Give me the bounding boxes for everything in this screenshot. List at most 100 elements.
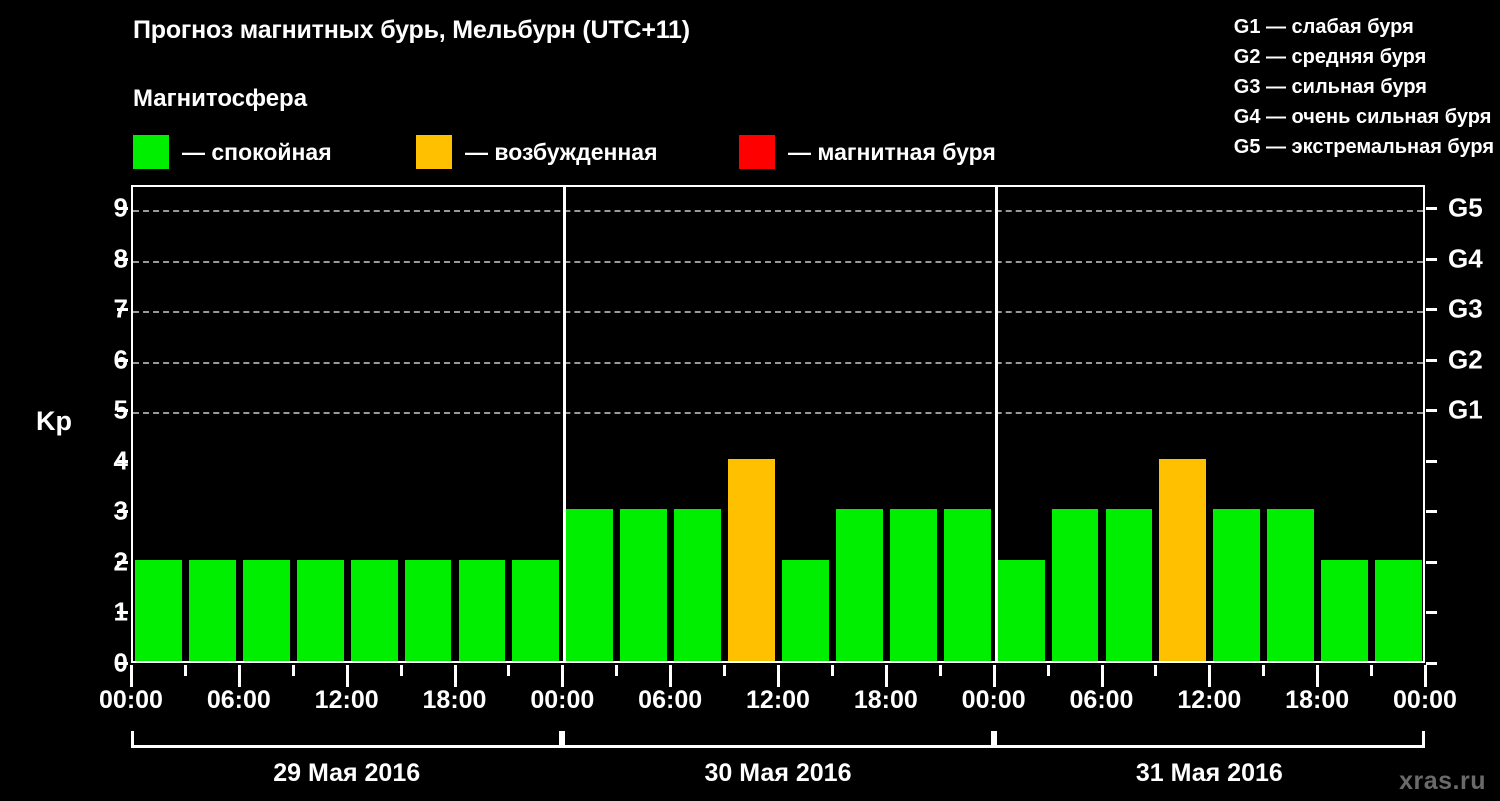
day-separator	[563, 187, 567, 661]
day-bracket-cap	[559, 731, 563, 748]
x-tick-mark	[453, 665, 457, 687]
y-tick-mark-8	[117, 257, 128, 261]
bar-kp-30-05-09-12[interactable]	[728, 458, 775, 661]
y-tick-mark-1	[117, 611, 128, 615]
g-tick-label-g1: G1	[1448, 394, 1483, 425]
x-tick-label-6: 12:00	[746, 686, 810, 714]
bar-kp-30-05-12-15[interactable]	[782, 559, 829, 661]
day-bracket-line	[993, 745, 1425, 748]
gridline-kp-8	[133, 260, 1423, 263]
bar-kp-29-05-18-21[interactable]	[458, 559, 506, 661]
x-tick-label-2: 12:00	[314, 686, 379, 714]
bar-kp-31-05-06-09[interactable]	[1105, 509, 1153, 661]
day-brackets: 29 Мая 2016 30 Мая 2016 31 Мая 2016	[0, 731, 1500, 801]
bar-kp-31-05-21-24[interactable]	[1375, 559, 1422, 661]
legend-label-storm: — магнитная буря	[788, 138, 996, 165]
x-tick-mark	[237, 665, 241, 687]
g-legend-row-g2: G2 — средняя буря	[1233, 46, 1427, 68]
x-tick-mark	[830, 665, 834, 676]
x-tick-label-7: 18:00	[853, 686, 918, 714]
g-legend-row-g1: G1 — слабая буря	[1233, 16, 1414, 38]
y-tick-mark-5	[117, 409, 128, 413]
g-tick-label-g2: G2	[1448, 344, 1483, 375]
g-axis-minor-tick-2	[1426, 560, 1437, 564]
bar-kp-31-05-09-12[interactable]	[1159, 458, 1207, 661]
y-axis-title: Kp	[36, 406, 72, 436]
g-tick-mark-g3	[1426, 308, 1437, 312]
bar-kp-29-05-21-24[interactable]	[512, 559, 560, 661]
bar-kp-29-05-00-03[interactable]	[135, 559, 182, 661]
g-scale-legend: G1 — слабая буря G2 — средняя буря G3 — си…	[1234, 12, 1494, 162]
x-tick-mark	[1046, 665, 1050, 676]
y-tick-mark-9	[117, 207, 128, 211]
gridline-kp-7	[133, 311, 1423, 314]
day-bracket-cap	[993, 731, 997, 748]
x-tick-mark	[130, 665, 133, 687]
x-tick-mark	[1370, 665, 1374, 676]
plot-area	[133, 187, 1423, 661]
day-label: 29 Мая 2016	[273, 759, 421, 787]
g-tick-mark-g4	[1426, 257, 1437, 261]
y-axis: 0123456789	[60, 0, 128, 800]
bar-kp-29-05-15-18[interactable]	[404, 559, 452, 661]
bar-kp-30-05-00-03[interactable]	[566, 509, 614, 661]
g-tick-mark-g2	[1426, 358, 1437, 362]
storm-swatch-icon	[739, 135, 775, 169]
g-legend-row-g3: G3 — сильная буря	[1233, 76, 1427, 98]
bar-kp-30-05-06-09[interactable]	[674, 509, 722, 661]
gridline-kp-5	[133, 412, 1423, 415]
day-label: 31 Мая 2016	[1135, 759, 1283, 787]
bar-kp-29-05-12-15[interactable]	[350, 559, 398, 661]
x-tick-mark	[669, 665, 673, 687]
bar-kp-29-05-09-12[interactable]	[296, 559, 344, 661]
legend-item-active: — возбужденная	[416, 132, 658, 172]
day-bracket-cap	[562, 731, 566, 748]
bar-kp-30-05-18-21[interactable]	[889, 509, 937, 661]
x-tick-label-0: 00:00	[99, 686, 163, 714]
bar-kp-31-05-03-06[interactable]	[1051, 509, 1099, 661]
x-tick-label-5: 06:00	[638, 686, 703, 714]
legend-label-calm: — спокойная	[182, 138, 332, 165]
x-tick-label-12: 00:00	[1393, 686, 1457, 714]
day-bracket-cap	[131, 731, 134, 748]
x-tick-label-8: 00:00	[961, 686, 1026, 714]
g-tick-label-g4: G4	[1448, 243, 1483, 274]
bar-kp-31-05-15-18[interactable]	[1267, 509, 1315, 661]
x-tick-mark	[615, 665, 619, 676]
gridline-kp-6	[133, 361, 1423, 364]
x-tick-mark	[561, 665, 565, 687]
y-tick-mark-4	[117, 459, 128, 463]
active-swatch-icon	[416, 135, 452, 169]
y-tick-mark-0	[117, 662, 128, 665]
bar-kp-31-05-00-03[interactable]	[997, 559, 1045, 661]
day-bracket-line	[131, 745, 563, 748]
x-tick-mark	[399, 665, 403, 676]
bar-kp-30-05-03-06[interactable]	[620, 509, 668, 661]
bar-kp-31-05-12-15[interactable]	[1213, 509, 1261, 661]
y-tick-mark-2	[117, 560, 128, 564]
page-title: Прогноз магнитных бурь, Мельбурн (UTC+11…	[133, 16, 690, 44]
bar-kp-30-05-15-18[interactable]	[835, 509, 883, 661]
g-axis-minor-tick-4	[1426, 459, 1437, 463]
day-bracket-cap	[990, 731, 994, 748]
gridline-kp-9	[133, 210, 1423, 213]
x-tick-label-9: 06:00	[1069, 686, 1134, 714]
g-axis-minor-tick-0	[1426, 662, 1437, 665]
legend-item-calm: — спокойная	[133, 132, 332, 172]
x-tick-mark	[992, 665, 996, 687]
x-tick-mark	[1262, 665, 1266, 676]
g-scale-axis: G1 G2 G3 G4 G5	[1426, 0, 1500, 800]
x-tick-mark	[291, 665, 295, 676]
bar-kp-29-05-06-09[interactable]	[242, 559, 290, 661]
subtitle: Магнитосфера	[133, 85, 308, 112]
day-bracket-line	[562, 745, 994, 748]
calm-swatch-icon	[133, 135, 169, 169]
bar-kp-29-05-03-06[interactable]	[188, 559, 236, 661]
bar-kp-30-05-21-24[interactable]	[943, 509, 991, 661]
g-tick-label-g5: G5	[1448, 192, 1483, 223]
x-tick-mark	[183, 665, 187, 676]
x-tick-mark	[884, 665, 888, 687]
bar-kp-31-05-18-21[interactable]	[1321, 559, 1369, 661]
x-tick-mark	[1100, 665, 1104, 687]
